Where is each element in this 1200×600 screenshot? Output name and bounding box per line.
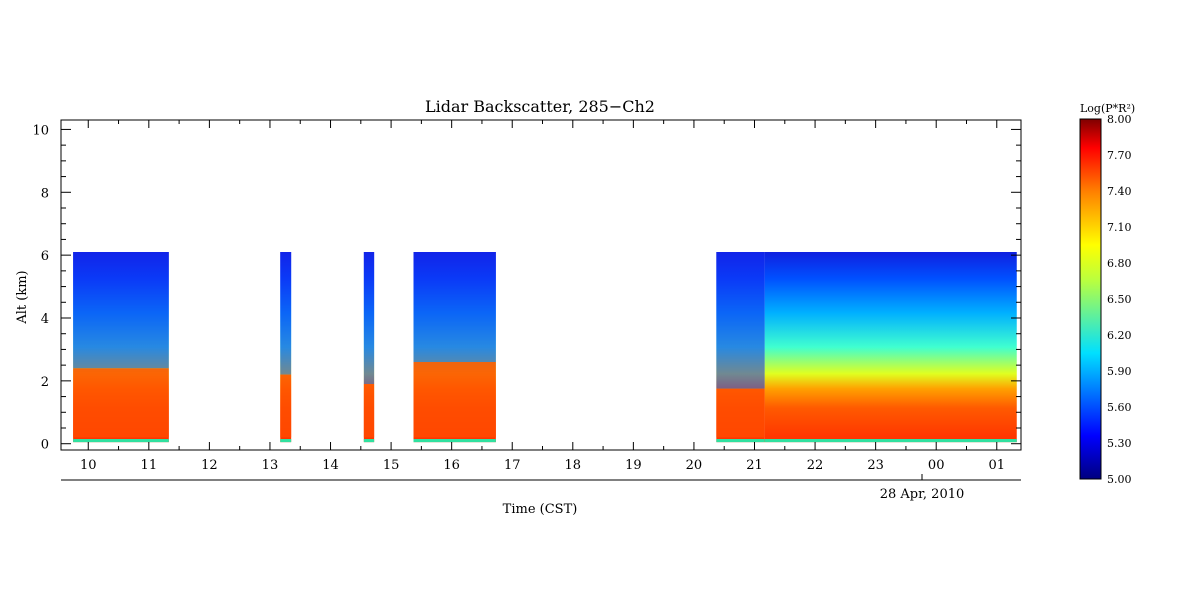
x-tick-label: 14 <box>322 458 339 473</box>
colorbar-ticks: 5.00 5.30 5.60 5.90 6.20 6.50 6.80 7.10 7.40 7.70… <box>1107 113 1132 486</box>
cloud-layer-1 <box>280 374 292 438</box>
surface-band-5 <box>764 439 1017 443</box>
colorbar-label: Log(P*R²) <box>1080 102 1135 115</box>
y-axis-label: Alt (km) <box>15 270 30 324</box>
colorbar-tick-label: 8.00 <box>1107 113 1132 126</box>
x-tick-label: 15 <box>383 458 400 473</box>
surface-band-1 <box>280 439 292 443</box>
x-axis-label: Time (CST) <box>503 502 578 517</box>
colorbar-tick-label: 5.60 <box>1107 401 1132 414</box>
x-axis: 10 11 12 13 14 15 16 17 18 19 20 21 22 23 00 01 <box>80 120 1005 473</box>
y-tick-label: 2 <box>41 375 49 390</box>
x-tick-label: 13 <box>262 458 279 473</box>
sparse-signal-1 <box>280 252 292 375</box>
x-tick-label: 20 <box>686 458 703 473</box>
chart-title: Lidar Backscatter, 285−Ch2 <box>425 97 655 116</box>
x-tick-label: 22 <box>807 458 824 473</box>
x-tick-label: 16 <box>443 458 460 473</box>
heatmap-area <box>73 252 1017 443</box>
colorbar-tick-label: 6.50 <box>1107 293 1132 306</box>
x-tick-label: 23 <box>867 458 884 473</box>
surface-band-0 <box>73 439 169 443</box>
plot-frame <box>60 119 1022 451</box>
cloud-layer-0 <box>73 368 169 438</box>
y-tick-label: 4 <box>41 312 49 327</box>
colorbar-tick-label: 7.40 <box>1107 185 1132 198</box>
x-tick-label: 01 <box>988 458 1005 473</box>
x-tick-label: 11 <box>141 458 158 473</box>
colorbar-tick-label: 7.10 <box>1107 221 1132 234</box>
x-tick-label: 18 <box>565 458 582 473</box>
y-tick-label: 0 <box>41 438 49 453</box>
cloud-layer-4 <box>716 388 765 438</box>
sparse-signal-4 <box>716 252 765 389</box>
x-tick-label: 10 <box>80 458 97 473</box>
colorbar-tick-label: 5.90 <box>1107 365 1132 378</box>
sparse-signal-0 <box>73 252 169 369</box>
y-tick-label: 10 <box>32 123 49 138</box>
sparse-signal-2 <box>363 252 375 384</box>
data-segment-5 <box>764 252 1017 443</box>
sparse-signal-3 <box>413 252 496 362</box>
colorbar: Log(P*R²) 5.00 5.30 5.60 5.90 6.20 6.50 6.80 7.… <box>1079 102 1135 486</box>
colorbar-gradient <box>1079 118 1102 480</box>
colorbar-tick-label: 6.20 <box>1107 329 1132 342</box>
x-tick-label: 21 <box>746 458 763 473</box>
x-tick-label: 12 <box>201 458 218 473</box>
surface-band-4 <box>716 439 765 443</box>
cloud-layer-2 <box>363 384 375 438</box>
x-tick-label: 17 <box>504 458 521 473</box>
date-label: 28 Apr, 2010 <box>880 487 965 502</box>
colorbar-tick-label: 5.30 <box>1107 437 1132 450</box>
colorbar-tick-label: 6.80 <box>1107 257 1132 270</box>
y-axis: 0 2 4 6 8 10 <box>32 123 1021 453</box>
x-tick-label: 19 <box>625 458 642 473</box>
colorbar-tick-label: 5.00 <box>1107 473 1132 486</box>
cloud-layer-3 <box>413 362 496 438</box>
colorbar-tick-label: 7.70 <box>1107 149 1132 162</box>
surface-band-2 <box>363 439 375 443</box>
surface-band-3 <box>413 439 496 443</box>
y-tick-label: 8 <box>41 186 49 201</box>
x-tick-label: 00 <box>928 458 945 473</box>
y-tick-label: 6 <box>41 249 49 264</box>
